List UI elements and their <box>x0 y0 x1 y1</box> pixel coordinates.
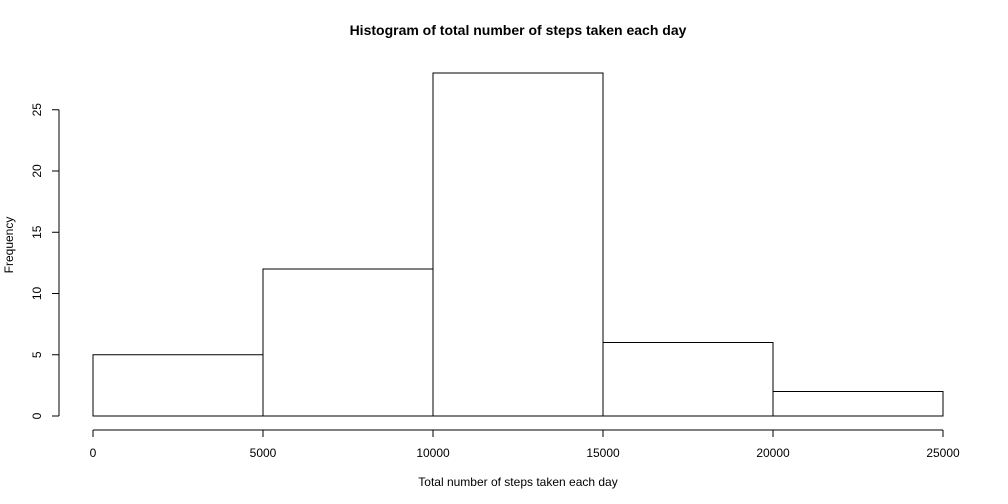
chart-title: Histogram of total number of steps taken… <box>350 22 687 38</box>
x-axis: 0 5000 10000 15000 20000 25000 <box>90 429 960 460</box>
x-axis-label: Total number of steps taken each day <box>418 475 617 489</box>
histogram-bar-5 <box>772 391 944 417</box>
y-axis-label: Frequency <box>2 217 16 274</box>
y-tick-label: 20 <box>30 164 44 178</box>
y-tick-label: 15 <box>30 225 44 239</box>
x-tick-label: 0 <box>90 446 97 460</box>
y-axis: 0 5 10 15 20 25 <box>30 103 60 419</box>
bars-group <box>92 72 944 417</box>
histogram-bar-3 <box>432 72 604 417</box>
y-tick-label: 10 <box>30 287 44 301</box>
histogram-bar-1 <box>92 354 264 417</box>
x-tick-label: 10000 <box>416 446 450 460</box>
y-tick-label: 5 <box>30 351 44 358</box>
x-tick-label: 15000 <box>586 446 620 460</box>
x-tick-label: 25000 <box>926 446 960 460</box>
histogram-bar-2 <box>262 268 434 417</box>
x-tick-label: 5000 <box>250 446 277 460</box>
y-tick-label: 0 <box>30 412 44 419</box>
histogram-bar-4 <box>602 342 774 417</box>
y-tick-label: 25 <box>30 103 44 117</box>
x-tick-label: 20000 <box>756 446 790 460</box>
